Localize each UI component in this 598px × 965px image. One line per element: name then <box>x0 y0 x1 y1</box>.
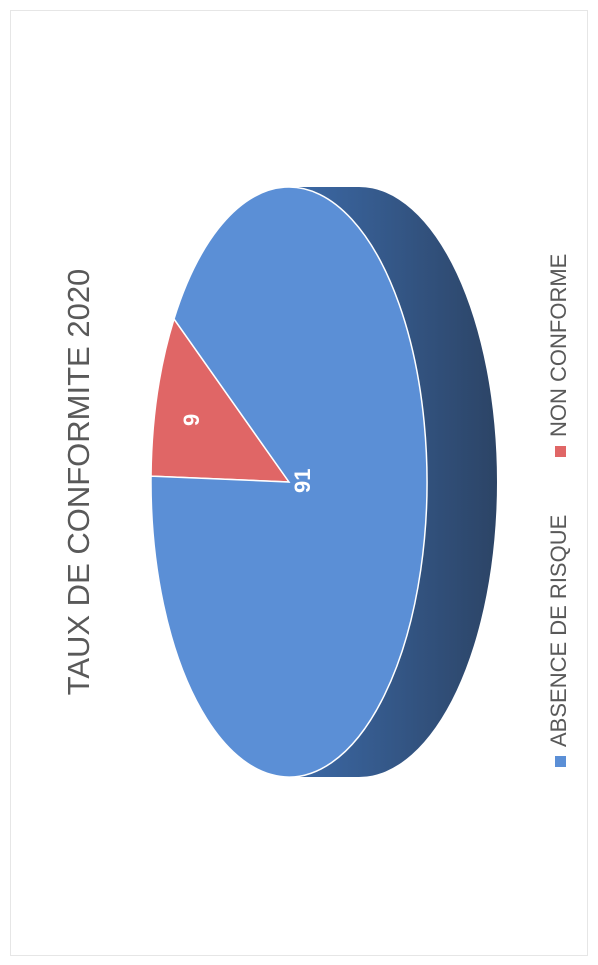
legend-label-non-conforme: NON CONFORME <box>546 254 571 437</box>
chart-title: TAUX DE CONFORMITE 2020 <box>61 269 96 696</box>
legend-swatch-non-conforme <box>555 446 566 457</box>
data-label-absence-de-risque: 91 <box>290 469 315 493</box>
data-label-non-conforme: 9 <box>179 414 204 426</box>
pie-slice-absence-de-risque <box>150 186 428 778</box>
legend-swatch-absence-de-risque <box>555 756 566 767</box>
legend: ABSENCE DE RISQUE NON CONFORME <box>546 254 571 767</box>
legend-item-non-conforme: NON CONFORME <box>546 254 571 457</box>
pie-slice-non-conforme <box>150 317 291 483</box>
legend-label-absence-de-risque: ABSENCE DE RISQUE <box>546 515 571 747</box>
scanned-sheet <box>10 10 588 956</box>
pie-side <box>289 187 497 777</box>
legend-item-absence-de-risque: ABSENCE DE RISQUE <box>546 515 571 767</box>
